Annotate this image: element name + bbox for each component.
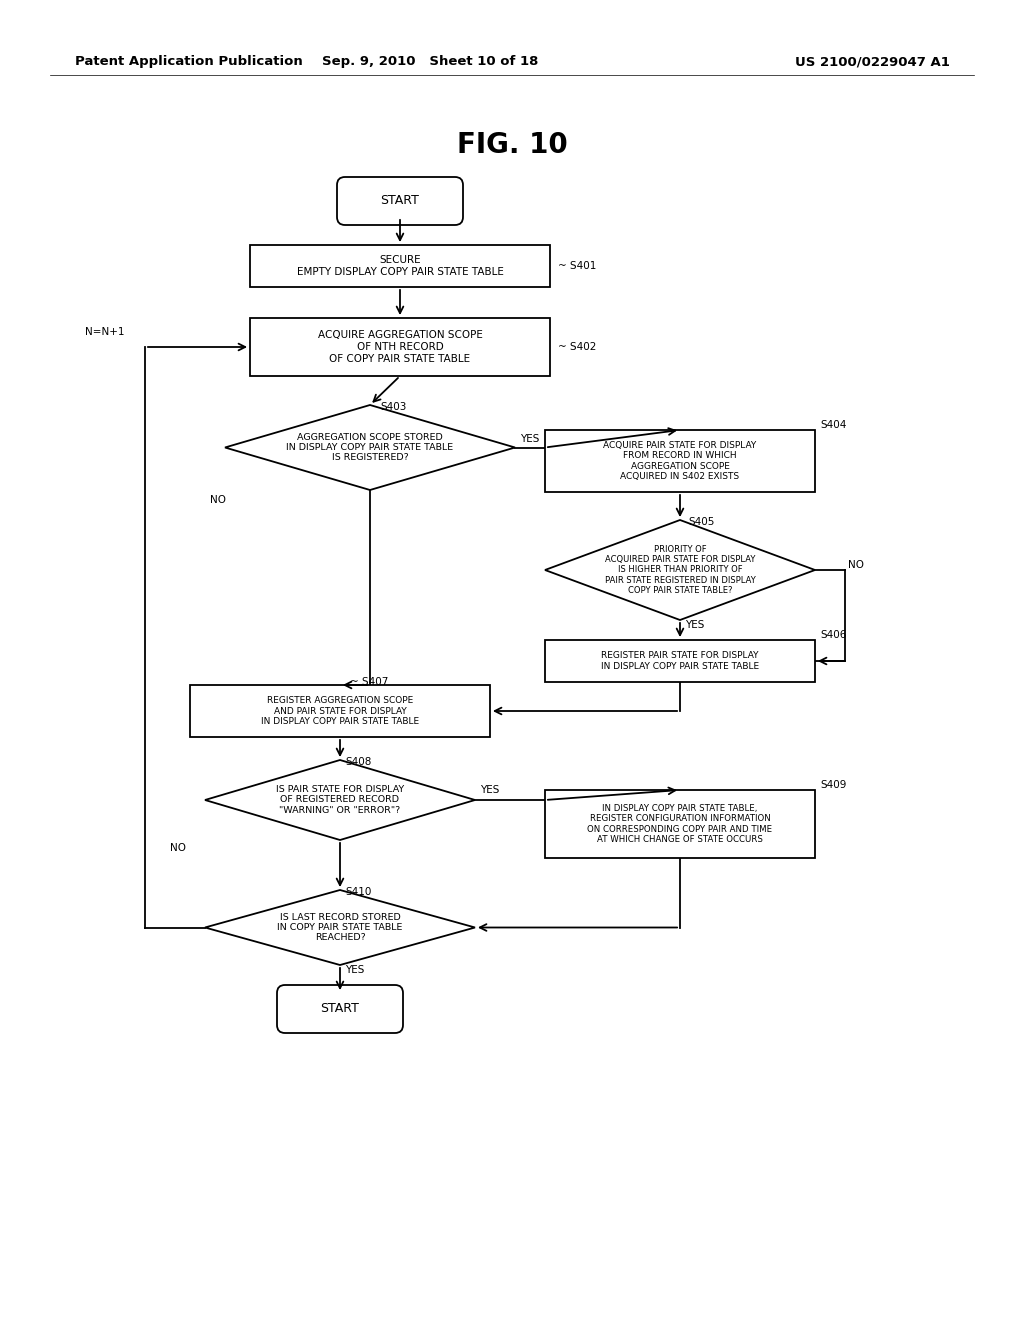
Text: Sep. 9, 2010   Sheet 10 of 18: Sep. 9, 2010 Sheet 10 of 18 [322,55,539,69]
Polygon shape [545,520,815,620]
Text: S409: S409 [820,780,847,789]
Polygon shape [205,760,475,840]
Text: N=N+1: N=N+1 [85,327,125,337]
Text: YES: YES [520,434,540,445]
Text: S404: S404 [820,420,847,430]
Polygon shape [205,890,475,965]
Text: ~ S401: ~ S401 [558,261,596,271]
Text: YES: YES [480,785,500,795]
Text: IS LAST RECORD STORED
IN COPY PAIR STATE TABLE
REACHED?: IS LAST RECORD STORED IN COPY PAIR STATE… [278,912,402,942]
Polygon shape [225,405,515,490]
Text: PRIORITY OF
ACQUIRED PAIR STATE FOR DISPLAY
IS HIGHER THAN PRIORITY OF
PAIR STAT: PRIORITY OF ACQUIRED PAIR STATE FOR DISP… [604,545,756,595]
FancyBboxPatch shape [545,789,815,858]
Text: S403: S403 [380,403,407,412]
FancyBboxPatch shape [250,246,550,286]
FancyBboxPatch shape [545,640,815,682]
FancyBboxPatch shape [190,685,490,737]
Text: NO: NO [210,495,226,506]
Text: IS PAIR STATE FOR DISPLAY
OF REGISTERED RECORD
"WARNING" OR "ERROR"?: IS PAIR STATE FOR DISPLAY OF REGISTERED … [275,785,404,814]
Text: NO: NO [848,560,864,570]
Text: ~ S407: ~ S407 [350,677,388,686]
Text: YES: YES [345,965,365,975]
FancyBboxPatch shape [337,177,463,224]
Text: S408: S408 [345,756,372,767]
Text: S405: S405 [688,517,715,527]
Text: ~ S402: ~ S402 [558,342,596,352]
FancyBboxPatch shape [278,985,403,1034]
Text: ACQUIRE AGGREGATION SCOPE
OF NTH RECORD
OF COPY PAIR STATE TABLE: ACQUIRE AGGREGATION SCOPE OF NTH RECORD … [317,330,482,363]
Text: START: START [321,1002,359,1015]
Text: REGISTER PAIR STATE FOR DISPLAY
IN DISPLAY COPY PAIR STATE TABLE: REGISTER PAIR STATE FOR DISPLAY IN DISPL… [601,651,759,671]
Text: SECURE
EMPTY DISPLAY COPY PAIR STATE TABLE: SECURE EMPTY DISPLAY COPY PAIR STATE TAB… [297,255,504,277]
Text: S406: S406 [820,630,847,640]
FancyBboxPatch shape [250,318,550,376]
Text: AGGREGATION SCOPE STORED
IN DISPLAY COPY PAIR STATE TABLE
IS REGISTERED?: AGGREGATION SCOPE STORED IN DISPLAY COPY… [287,433,454,462]
Text: YES: YES [685,620,705,630]
FancyBboxPatch shape [545,430,815,492]
Text: S410: S410 [345,887,372,898]
Text: NO: NO [170,843,186,853]
Text: REGISTER AGGREGATION SCOPE
AND PAIR STATE FOR DISPLAY
IN DISPLAY COPY PAIR STATE: REGISTER AGGREGATION SCOPE AND PAIR STAT… [261,696,419,726]
Text: Patent Application Publication: Patent Application Publication [75,55,303,69]
Text: IN DISPLAY COPY PAIR STATE TABLE,
REGISTER CONFIGURATION INFORMATION
ON CORRESPO: IN DISPLAY COPY PAIR STATE TABLE, REGIST… [588,804,772,843]
Text: US 2100/0229047 A1: US 2100/0229047 A1 [795,55,950,69]
Text: START: START [381,194,420,207]
Text: ACQUIRE PAIR STATE FOR DISPLAY
FROM RECORD IN WHICH
AGGREGATION SCOPE
ACQUIRED I: ACQUIRE PAIR STATE FOR DISPLAY FROM RECO… [603,441,757,480]
Text: FIG. 10: FIG. 10 [457,131,567,158]
